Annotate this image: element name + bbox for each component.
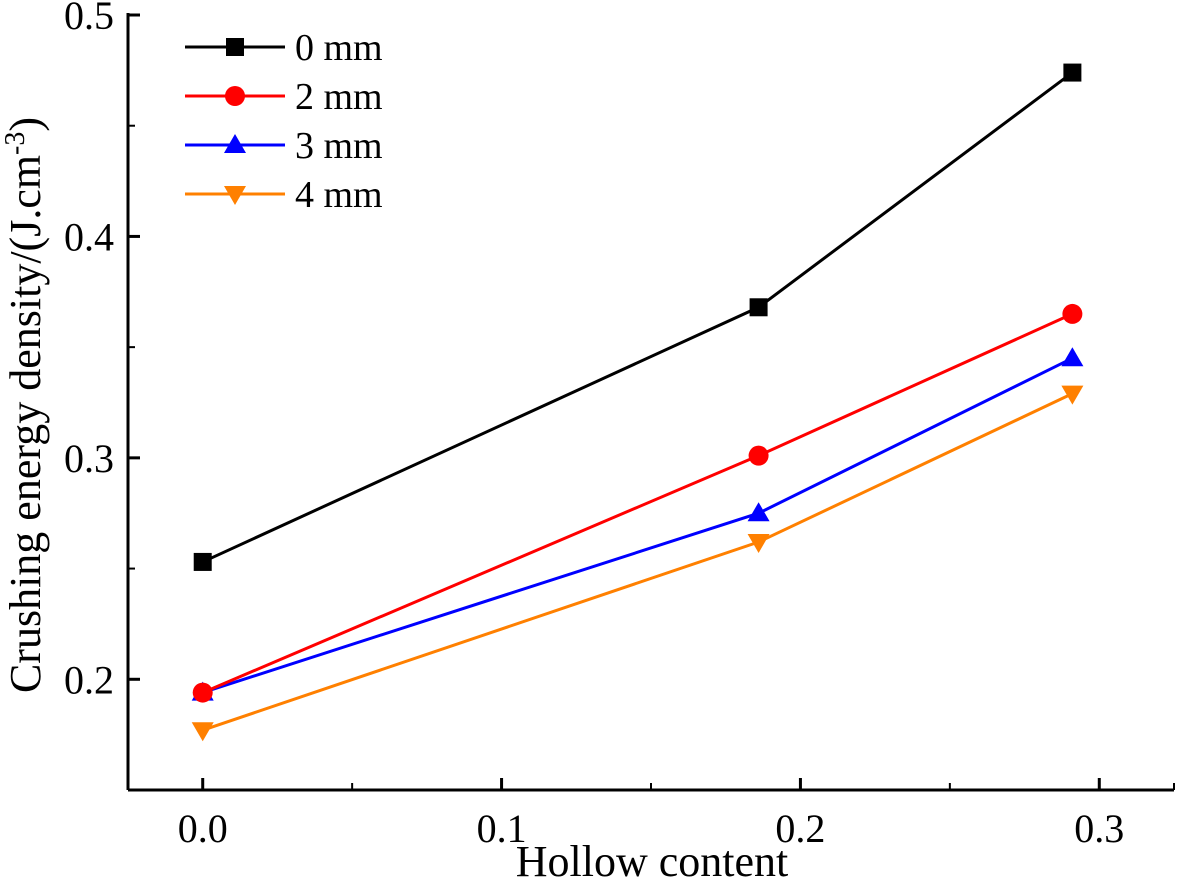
y-axis-label-superscript: -3 (0, 132, 31, 155)
legend-label: 0 mm (295, 27, 383, 69)
legend-marker (224, 186, 246, 205)
legend: 0 mm 2 mm 3 mm 4 mm (185, 27, 383, 216)
data-point (748, 445, 769, 466)
data-point (191, 722, 214, 742)
x-tick-label: 0.3 (1074, 806, 1124, 851)
legend-item: 0 mm (185, 27, 383, 69)
data-point (1063, 63, 1082, 82)
y-axis-label-main: Crushing energy density/(J.cm (1, 155, 50, 693)
x-axis-label: Hollow content (516, 837, 789, 880)
legend-marker (225, 86, 245, 106)
y-axis-label: Crushing energy density/(J.cm-3) (0, 117, 50, 693)
series-line (202, 356, 1074, 694)
series-3-mm (191, 347, 1084, 701)
data-point (747, 534, 770, 553)
data-point (193, 552, 212, 571)
axes: 0.2 0.3 0.4 0.5 0.0 0.1 0.2 0.3 (64, 0, 1175, 851)
legend-label: 3 mm (295, 125, 383, 167)
y-tick-label: 0.2 (64, 657, 114, 702)
legend-label: 4 mm (295, 174, 383, 216)
legend-item: 3 mm (185, 125, 383, 167)
y-tick-label: 0.3 (64, 436, 114, 481)
x-tick-label: 0.1 (477, 806, 527, 851)
y-axis-label-close: ) (1, 117, 50, 132)
data-point (749, 298, 768, 317)
legend-item: 2 mm (185, 76, 383, 118)
legend-marker (226, 38, 244, 56)
legend-marker (224, 134, 246, 153)
data-point (1062, 303, 1083, 324)
x-tick-label: 0.0 (178, 806, 228, 851)
series-layer (191, 63, 1084, 742)
legend-label: 2 mm (295, 76, 383, 118)
series-2-mm (192, 303, 1083, 703)
y-tick-label: 0.5 (64, 0, 114, 38)
legend-item: 4 mm (185, 174, 383, 216)
x-tick-label: 0.2 (775, 806, 825, 851)
data-point (1061, 347, 1084, 367)
data-point (192, 682, 213, 703)
data-point (1061, 385, 1084, 405)
data-point (747, 502, 770, 522)
y-tick-label: 0.4 (64, 214, 114, 259)
series-0-mm (193, 63, 1082, 571)
series-line (202, 392, 1074, 732)
series-4-mm (191, 385, 1084, 742)
